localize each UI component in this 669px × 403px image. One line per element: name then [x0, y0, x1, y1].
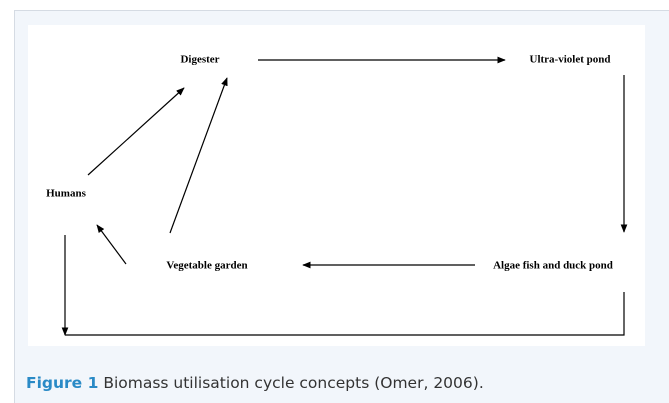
node-label: Ultra-violet pond	[530, 54, 611, 66]
arrow	[96, 224, 127, 265]
node-label: Humans	[46, 188, 86, 200]
caption: Figure 1 Biomass utilisation cycle conce…	[26, 374, 484, 392]
arrow	[87, 87, 185, 176]
node-label: Algae fish and duck pond	[493, 260, 613, 272]
figure-box	[28, 25, 645, 346]
node-label: Digester	[180, 54, 219, 66]
node-label: Vegetable garden	[166, 260, 247, 272]
arrow	[169, 77, 228, 234]
caption-label: Figure 1	[26, 374, 99, 392]
connector	[65, 292, 625, 336]
caption-text: Biomass utilisation cycle concepts (Omer…	[103, 374, 484, 392]
